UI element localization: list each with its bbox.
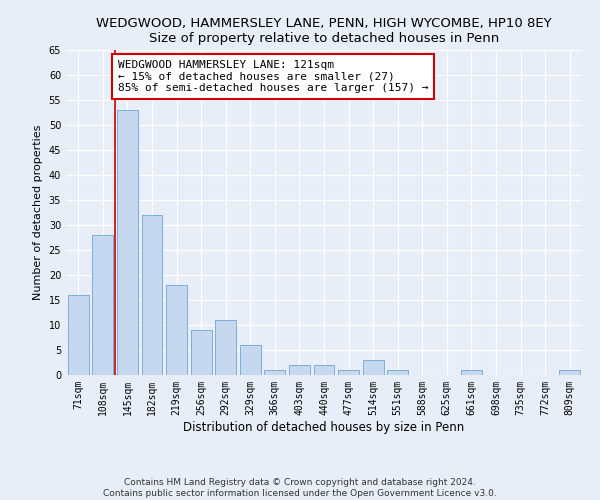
Text: Contains HM Land Registry data © Crown copyright and database right 2024.
Contai: Contains HM Land Registry data © Crown c… (103, 478, 497, 498)
Bar (265, 370, 286, 375)
Y-axis label: Number of detached properties: Number of detached properties (33, 125, 43, 300)
Bar (191, 330, 212, 375)
Bar (289, 365, 310, 375)
X-axis label: Distribution of detached houses by size in Penn: Distribution of detached houses by size … (184, 420, 464, 434)
Bar (362, 360, 383, 375)
Bar (387, 370, 408, 375)
Bar (314, 365, 334, 375)
Bar (240, 345, 261, 375)
Bar (117, 110, 138, 375)
Text: WEDGWOOD HAMMERSLEY LANE: 121sqm
← 15% of detached houses are smaller (27)
85% o: WEDGWOOD HAMMERSLEY LANE: 121sqm ← 15% o… (118, 60, 428, 93)
Title: WEDGWOOD, HAMMERSLEY LANE, PENN, HIGH WYCOMBE, HP10 8EY
Size of property relativ: WEDGWOOD, HAMMERSLEY LANE, PENN, HIGH WY… (96, 16, 552, 44)
Bar (142, 215, 163, 375)
Bar (559, 370, 580, 375)
Bar (338, 370, 359, 375)
Bar (461, 370, 482, 375)
Bar (92, 235, 113, 375)
Bar (68, 295, 89, 375)
Bar (215, 320, 236, 375)
Bar (166, 285, 187, 375)
